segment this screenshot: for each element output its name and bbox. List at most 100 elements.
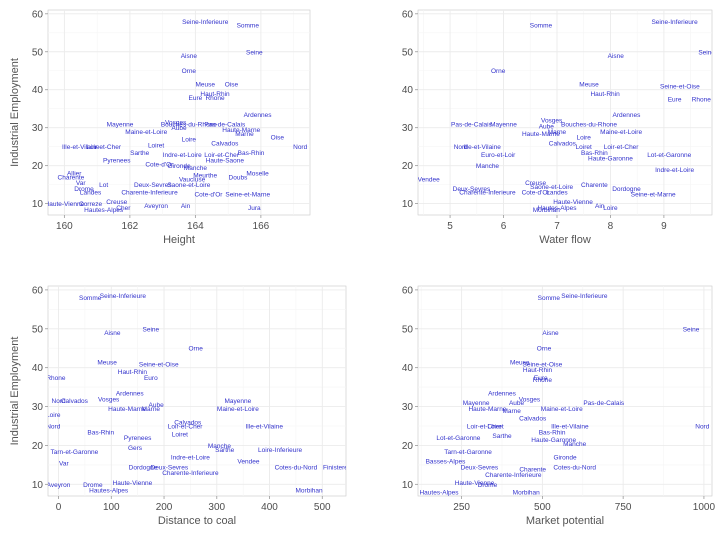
point-label: Seine bbox=[683, 326, 700, 333]
point-label: Ain bbox=[181, 203, 191, 210]
x-tick-label: 200 bbox=[156, 502, 173, 513]
point-label: Pyrenees bbox=[103, 157, 131, 164]
point-label: Somme bbox=[237, 23, 260, 30]
point-label: Orne bbox=[491, 68, 506, 75]
point-label: Loire-Inferieure bbox=[258, 447, 302, 454]
point-label: Haute-Vienne bbox=[113, 480, 153, 487]
point-label: Oise bbox=[271, 135, 285, 142]
point-label: Saone-et-Loire bbox=[530, 184, 573, 191]
point-label: Loiret bbox=[576, 144, 592, 151]
point-label: Cote-d'Or bbox=[145, 161, 174, 168]
point-label: Pas-de-Calais bbox=[204, 121, 246, 128]
point-label: Drome bbox=[478, 482, 498, 489]
point-label: Gers bbox=[128, 445, 143, 452]
y-tick-label: 40 bbox=[32, 85, 44, 96]
y-tick-label: 50 bbox=[402, 324, 414, 335]
y-tick-label: 60 bbox=[32, 9, 44, 20]
point-label: Loir-et-Cher bbox=[168, 424, 204, 431]
point-label: Landes bbox=[546, 190, 568, 197]
point-label: Haute-Marne bbox=[108, 406, 146, 413]
x-tick-label: 162 bbox=[122, 221, 139, 232]
point-label: Loire bbox=[576, 135, 591, 142]
y-axis-label: Industrial Employment bbox=[9, 58, 21, 167]
point-label: Hautes-Alpes bbox=[89, 488, 129, 495]
point-label: Haute-Garonne bbox=[588, 156, 633, 163]
point-label: Ain bbox=[595, 203, 605, 210]
point-label: Calvados bbox=[519, 416, 547, 423]
y-tick-label: 10 bbox=[32, 199, 44, 210]
x-tick-label: 400 bbox=[261, 502, 278, 513]
point-label: Loir-et-Cher bbox=[604, 144, 640, 151]
point-label: Lot-et-Garonne bbox=[436, 435, 480, 442]
point-label: Mayenne bbox=[463, 400, 490, 407]
point-label: Mayenne bbox=[225, 398, 252, 405]
point-label: Nord bbox=[46, 424, 60, 431]
point-label: Nord bbox=[52, 398, 66, 405]
point-label: Indre-et-Loire bbox=[655, 167, 694, 174]
point-label: Ardennes bbox=[116, 390, 145, 397]
point-label: Aveyron bbox=[47, 482, 71, 489]
point-label: Charente-Inferieure bbox=[459, 190, 516, 197]
point-label: Seine-et-Oise bbox=[523, 361, 563, 368]
y-axis-label: Industrial Employment bbox=[9, 337, 21, 446]
point-label: Haute-Marne bbox=[522, 131, 560, 138]
point-label: Aisne bbox=[608, 53, 625, 60]
x-tick-label: 164 bbox=[187, 221, 204, 232]
point-label: Nord bbox=[454, 144, 468, 151]
point-label: Loire bbox=[46, 412, 61, 419]
point-label: Manche bbox=[563, 441, 587, 448]
scatter-panel: 160 162 164 166 10 20 30 40 50 60 Height Industrial… bbox=[9, 9, 311, 246]
point-label: Charente bbox=[58, 175, 85, 182]
plot-area bbox=[47, 9, 311, 216]
point-label: Seine-Inferieure bbox=[651, 19, 698, 26]
point-label: Cher bbox=[116, 205, 131, 212]
point-label: Landes bbox=[80, 190, 102, 197]
point-label: Rhone bbox=[46, 375, 66, 382]
point-label: Lot bbox=[99, 182, 108, 189]
point-label: Drome bbox=[83, 482, 103, 489]
point-label: Cotes-du-Nord bbox=[275, 464, 318, 471]
point-label: Orne bbox=[182, 68, 197, 75]
y-tick-label: 10 bbox=[402, 199, 414, 210]
point-label: Vendee bbox=[418, 176, 440, 183]
point-label: Haut-Rhin bbox=[200, 91, 230, 98]
point-label: Pas-de-Calais bbox=[583, 400, 625, 407]
y-tick-label: 20 bbox=[32, 161, 44, 172]
point-label: Pas-de-Calais bbox=[451, 121, 493, 128]
x-tick-label: 0 bbox=[56, 502, 62, 513]
scatter-panel: 0 100 200 300 400 500 10 20 30 40 50 60 Distance to … bbox=[9, 285, 347, 527]
point-label: Rhone bbox=[205, 95, 225, 102]
x-tick-label: 166 bbox=[253, 221, 270, 232]
point-label: Deux-Sevres bbox=[151, 464, 189, 471]
y-tick-label: 30 bbox=[32, 402, 44, 413]
point-label: Saone-et-Loire bbox=[167, 182, 210, 189]
point-label: Haute-Garonne bbox=[531, 437, 576, 444]
point-label: Gironde bbox=[167, 163, 191, 170]
point-label: Ardennes bbox=[244, 112, 273, 119]
point-label: Var bbox=[59, 460, 69, 467]
point-label: Bas-Rhin bbox=[238, 150, 265, 157]
point-label: Seine-et-Marne bbox=[631, 192, 676, 199]
point-label: Cotes-du-Nord bbox=[553, 464, 596, 471]
point-label: Seine bbox=[143, 326, 160, 333]
x-tick-label: 750 bbox=[615, 502, 632, 513]
point-label: Ille-et-Vilaine bbox=[62, 144, 100, 151]
point-label: Calvados bbox=[61, 398, 89, 405]
point-label: Seine-et-Oise bbox=[139, 361, 179, 368]
point-label: Charente-Inferieure bbox=[485, 472, 542, 479]
point-label: Aisne bbox=[104, 330, 121, 337]
y-tick-label: 60 bbox=[402, 285, 414, 296]
x-tick-label: 5 bbox=[447, 221, 453, 232]
x-tick-label: 8 bbox=[608, 221, 614, 232]
point-label: Tarn-et-Garonne bbox=[51, 449, 99, 456]
y-tick-label: 20 bbox=[402, 441, 414, 452]
point-label: Somme bbox=[538, 295, 561, 302]
point-label: Seine bbox=[246, 49, 263, 56]
point-label: Haute-Vienne bbox=[455, 480, 495, 487]
point-label: Vosges bbox=[541, 118, 563, 125]
point-label: Loir-et-Cher bbox=[467, 424, 503, 431]
point-label: Haute-Marne bbox=[468, 406, 506, 413]
point-label: Aisne bbox=[181, 53, 198, 60]
